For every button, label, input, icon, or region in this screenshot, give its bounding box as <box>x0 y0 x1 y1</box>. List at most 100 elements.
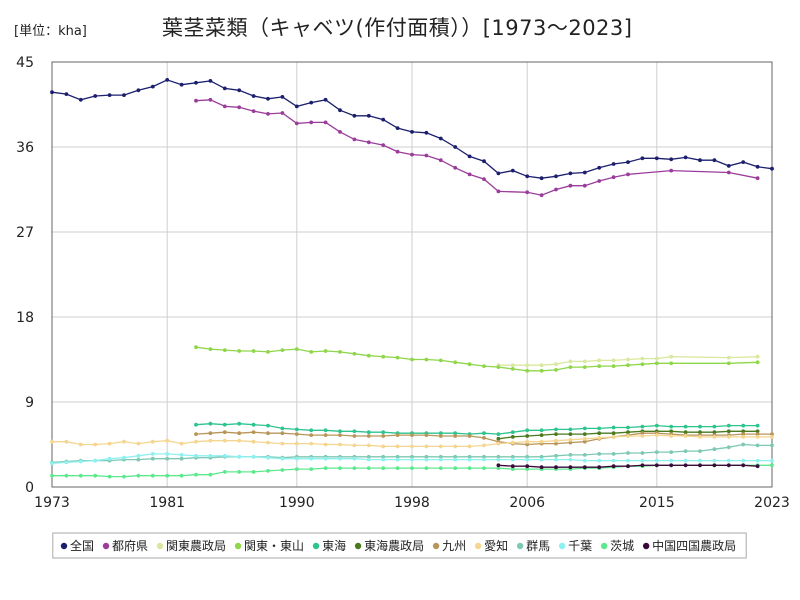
data-point <box>626 363 630 368</box>
data-point <box>338 130 342 134</box>
data-point <box>525 454 530 459</box>
data-point <box>453 457 458 462</box>
data-point <box>741 442 746 447</box>
data-point <box>741 429 746 434</box>
data-point <box>194 80 198 85</box>
data-point <box>496 171 501 176</box>
data-point <box>165 452 170 456</box>
data-point <box>294 121 299 126</box>
data-point <box>294 432 299 436</box>
data-point <box>194 453 198 458</box>
data-point <box>107 93 112 97</box>
data-point <box>395 126 400 130</box>
data-point <box>755 429 760 434</box>
data-point <box>626 357 630 362</box>
data-point <box>554 427 558 432</box>
data-point <box>410 433 414 437</box>
data-point <box>539 433 544 437</box>
data-point <box>338 429 342 434</box>
data-point <box>467 172 472 177</box>
data-point <box>698 463 702 468</box>
data-point <box>712 458 717 463</box>
data-point <box>323 442 328 447</box>
data-point <box>510 363 515 368</box>
legend-marker <box>312 542 320 550</box>
data-point <box>669 463 674 468</box>
data-point <box>410 444 414 449</box>
plot-border <box>51 61 773 488</box>
data-point <box>266 350 270 354</box>
data-point <box>366 454 371 459</box>
data-point <box>640 463 645 468</box>
data-point <box>438 466 443 470</box>
data-point <box>496 189 501 194</box>
data-point <box>165 456 170 461</box>
data-point <box>381 354 386 359</box>
data-point <box>165 78 170 82</box>
data-point <box>309 441 314 446</box>
data-point <box>381 466 386 470</box>
data-point <box>669 424 674 429</box>
data-point <box>626 430 630 435</box>
data-point <box>482 457 486 462</box>
data-point <box>338 433 342 437</box>
legend-label: 東海農政局 <box>364 538 424 553</box>
data-point <box>179 82 184 87</box>
data-point <box>410 357 414 362</box>
data-point <box>194 472 198 477</box>
data-point <box>640 156 645 161</box>
data-point <box>78 473 83 478</box>
legend-label: 群馬 <box>526 539 550 553</box>
data-point <box>179 456 184 461</box>
data-point <box>582 170 587 175</box>
data-point <box>626 464 630 469</box>
data-point <box>237 431 242 436</box>
data-point <box>366 113 371 118</box>
data-point <box>539 193 544 198</box>
legend-marker <box>642 542 650 550</box>
data-point <box>568 440 573 445</box>
data-point <box>698 158 702 163</box>
data-point <box>698 449 702 453</box>
data-point <box>136 457 141 462</box>
data-point <box>726 445 731 450</box>
legend-label: 九州 <box>442 539 466 553</box>
data-point <box>93 94 98 98</box>
data-point <box>510 440 515 445</box>
data-point <box>50 439 54 444</box>
data-point <box>654 423 659 428</box>
data-point <box>669 361 674 366</box>
data-point <box>539 363 544 368</box>
data-point <box>726 423 731 428</box>
data-point <box>78 97 83 102</box>
data-point <box>539 439 544 444</box>
data-point <box>50 90 54 95</box>
data-point <box>669 168 674 173</box>
data-point <box>525 428 530 433</box>
series-都府県 <box>194 97 760 198</box>
data-point <box>280 348 285 352</box>
data-point <box>741 435 746 439</box>
data-point <box>251 109 256 113</box>
data-point <box>568 171 573 176</box>
data-point <box>395 149 400 154</box>
data-point <box>568 432 573 436</box>
data-point <box>208 431 213 436</box>
data-point <box>410 130 414 134</box>
data-point <box>726 355 731 360</box>
data-point <box>50 461 54 466</box>
data-point <box>626 172 630 177</box>
data-point <box>712 430 717 435</box>
legend-marker <box>60 542 68 550</box>
data-point <box>482 466 486 470</box>
data-point <box>568 437 573 442</box>
data-point <box>741 458 746 463</box>
data-point <box>395 466 400 470</box>
data-point <box>525 434 530 438</box>
data-point <box>395 355 400 360</box>
data-point <box>352 137 357 142</box>
data-point <box>525 190 530 195</box>
legend-box <box>52 532 747 559</box>
data-point <box>395 457 400 462</box>
data-point <box>726 435 731 439</box>
